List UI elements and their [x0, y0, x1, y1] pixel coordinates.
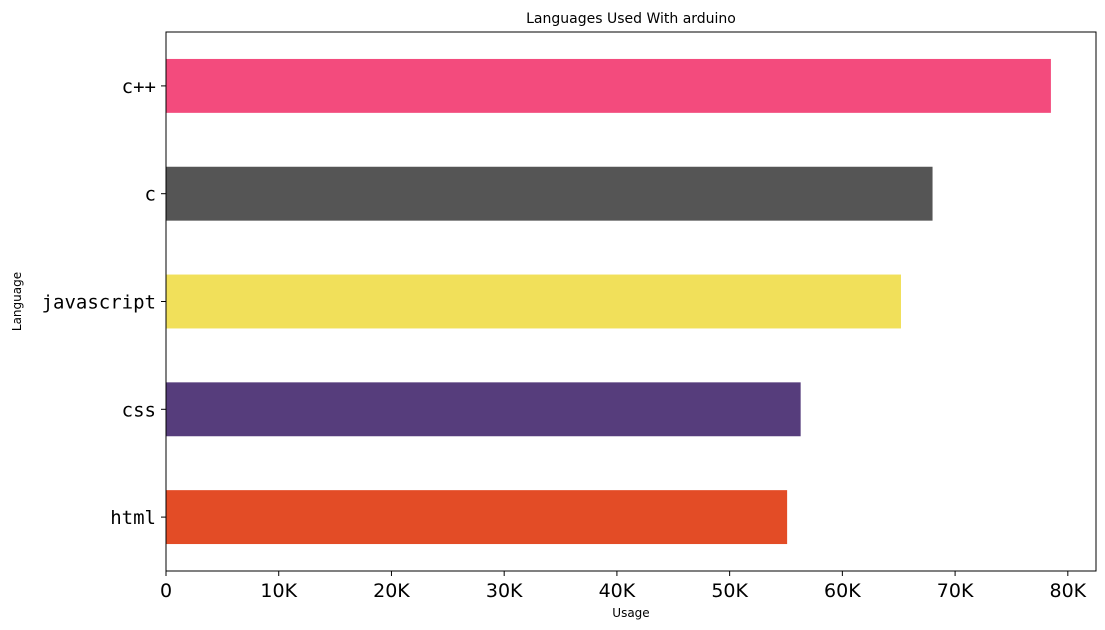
x-tick-label: 60K [824, 580, 861, 602]
x-tick-label: 20K [373, 580, 410, 602]
x-axis-label: Usage [612, 606, 649, 620]
bar-css [166, 382, 801, 437]
bar-cplusplus [166, 58, 1051, 113]
y-axis-label: Language [10, 272, 24, 331]
x-tick-label: 50K [711, 580, 748, 602]
x-tick-label: 70K [937, 580, 974, 602]
y-tick-label: javascript [42, 292, 156, 314]
chart-title: Languages Used With arduino [526, 11, 736, 27]
bars-group [166, 58, 1051, 545]
y-tick-label: css [122, 399, 156, 421]
y-axis-ticks: html css javascript c c++ [42, 76, 166, 529]
y-tick-label: c [145, 184, 156, 206]
x-tick-label: 40K [599, 580, 636, 602]
x-tick-label: 10K [260, 580, 297, 602]
bar-javascript [166, 274, 901, 329]
y-tick-label: html [110, 507, 156, 529]
bar-c [166, 166, 933, 221]
bar-html [166, 490, 788, 545]
x-tick-label: 0 [160, 580, 172, 602]
x-tick-label: 80K [1049, 580, 1086, 602]
x-axis-ticks: 0 10K 20K 30K 40K 50K 60K 70K 80K [160, 571, 1087, 602]
y-tick-label: c++ [122, 76, 156, 98]
x-tick-label: 30K [486, 580, 523, 602]
plot-area-frame [165, 31, 1097, 572]
